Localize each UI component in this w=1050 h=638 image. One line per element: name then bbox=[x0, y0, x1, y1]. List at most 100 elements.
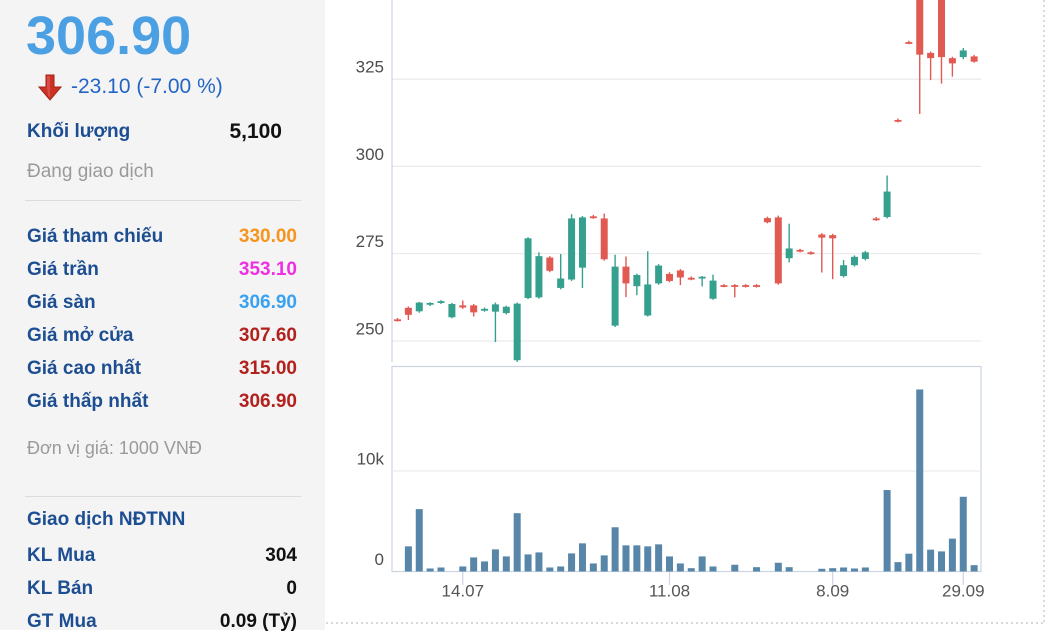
volume-bar bbox=[437, 567, 445, 572]
volume-bar bbox=[589, 563, 597, 572]
volume-bar bbox=[600, 555, 608, 572]
candle-body bbox=[905, 42, 913, 44]
row-highest-price: Giá cao nhất 315.00 bbox=[0, 352, 325, 385]
candle-body bbox=[763, 218, 771, 223]
candle-body bbox=[698, 276, 706, 279]
volume-bar bbox=[698, 556, 706, 572]
volume-bar bbox=[818, 568, 826, 572]
volume-bar bbox=[850, 568, 858, 572]
row-label: GT Mua bbox=[27, 610, 97, 632]
candle-body bbox=[546, 257, 554, 271]
candle-body bbox=[557, 278, 565, 288]
candle-body bbox=[785, 248, 793, 259]
candle-body bbox=[394, 319, 401, 322]
candle-body bbox=[622, 266, 630, 284]
candle-body bbox=[774, 217, 782, 284]
row-label: Giá trần bbox=[27, 258, 99, 280]
candle-body bbox=[916, 0, 924, 55]
candle-body bbox=[861, 252, 869, 259]
candle-body bbox=[883, 191, 891, 218]
candle-body bbox=[470, 305, 478, 313]
volume-bar bbox=[829, 568, 837, 572]
volume-axis-label: 0 bbox=[375, 550, 384, 569]
volume-bar bbox=[622, 545, 630, 572]
volume-bar bbox=[557, 566, 565, 572]
volume-bar bbox=[513, 513, 521, 572]
candle-body bbox=[927, 52, 935, 59]
row-floor-price: Giá sàn 306.90 bbox=[0, 286, 325, 319]
volume-bar bbox=[633, 545, 641, 572]
candle-body bbox=[850, 256, 858, 266]
candle-body bbox=[426, 302, 434, 305]
candle-body bbox=[720, 285, 728, 287]
price-unit-note: Đơn vị giá: 1000 VNĐ bbox=[27, 438, 202, 458]
candle-body bbox=[676, 270, 684, 278]
row-open-price: Giá mở cửa 307.60 bbox=[0, 319, 325, 352]
price-axis-label: 250 bbox=[356, 319, 384, 338]
candle-body bbox=[818, 234, 826, 238]
volume-bar bbox=[404, 546, 412, 572]
volume-bar bbox=[709, 566, 717, 572]
volume-bar bbox=[916, 389, 924, 572]
row-label: Giá tham chiếu bbox=[27, 225, 164, 247]
candle-body bbox=[600, 218, 608, 260]
foreign-trading-title: Giao dịch NĐTNN bbox=[27, 509, 186, 530]
candle-body bbox=[502, 306, 510, 314]
row-value: 0.09 (Tỷ) bbox=[219, 610, 297, 632]
candle-body bbox=[872, 218, 880, 221]
row-value: 353.10 bbox=[238, 258, 297, 280]
volume-bar bbox=[578, 543, 586, 572]
volume-bar bbox=[415, 509, 423, 572]
volume-bar bbox=[676, 563, 684, 572]
candle-body bbox=[568, 218, 576, 280]
volume-bar bbox=[666, 556, 673, 572]
volume-axis-label: 10k bbox=[357, 449, 385, 468]
row-value: 304 bbox=[265, 544, 297, 566]
volume-bar bbox=[948, 538, 956, 572]
volume-bar bbox=[861, 567, 869, 572]
candle-body bbox=[404, 307, 412, 315]
row-label: KL Mua bbox=[27, 544, 96, 566]
candle-body bbox=[655, 265, 663, 284]
x-axis-label: 14.07 bbox=[442, 581, 485, 600]
volume-bar bbox=[535, 552, 543, 572]
divider bbox=[25, 496, 301, 497]
price-change-text: -23.10 (-7.00 %) bbox=[71, 75, 223, 98]
row-reference-price: Giá tham chiếu 330.00 bbox=[0, 220, 325, 253]
volume-value: 5,100 bbox=[229, 120, 282, 143]
row-value: 307.60 bbox=[238, 324, 297, 346]
last-price: 306.90 bbox=[26, 6, 192, 66]
volume-bar bbox=[905, 553, 913, 572]
price-axis-label: 325 bbox=[356, 58, 384, 77]
down-arrow-icon bbox=[38, 74, 62, 101]
candle-body bbox=[578, 217, 586, 268]
volume-bar bbox=[970, 565, 978, 572]
row-value: 315.00 bbox=[238, 357, 297, 379]
volume-bar bbox=[611, 527, 619, 572]
candle-body bbox=[948, 58, 956, 64]
volume-bar bbox=[687, 568, 695, 572]
row-ceiling-price: Giá trần 353.10 bbox=[0, 253, 325, 286]
volume-bar bbox=[731, 564, 739, 572]
row-value: 330.00 bbox=[238, 225, 297, 247]
volume-bar bbox=[938, 551, 945, 572]
candle-body bbox=[459, 305, 467, 308]
volume-bar bbox=[470, 557, 478, 572]
volume-bar bbox=[524, 554, 532, 572]
row-label: Giá thấp nhất bbox=[27, 390, 149, 412]
candle-body bbox=[709, 280, 717, 299]
candle-body bbox=[524, 238, 532, 299]
volume-bar bbox=[426, 568, 434, 572]
row-foreign-sell-volume: KL Bán 0 bbox=[0, 572, 325, 605]
candle-body bbox=[753, 285, 761, 287]
x-axis-label: 11.08 bbox=[649, 581, 690, 600]
volume-row: Khối lượng 5,100 bbox=[0, 117, 325, 147]
volume-bar bbox=[883, 490, 891, 572]
candle-body bbox=[611, 266, 619, 326]
volume-bar bbox=[655, 544, 663, 572]
candle-body bbox=[535, 256, 543, 298]
candle-body bbox=[513, 303, 521, 361]
volume-bar bbox=[481, 561, 489, 572]
volume-bar bbox=[785, 567, 793, 572]
